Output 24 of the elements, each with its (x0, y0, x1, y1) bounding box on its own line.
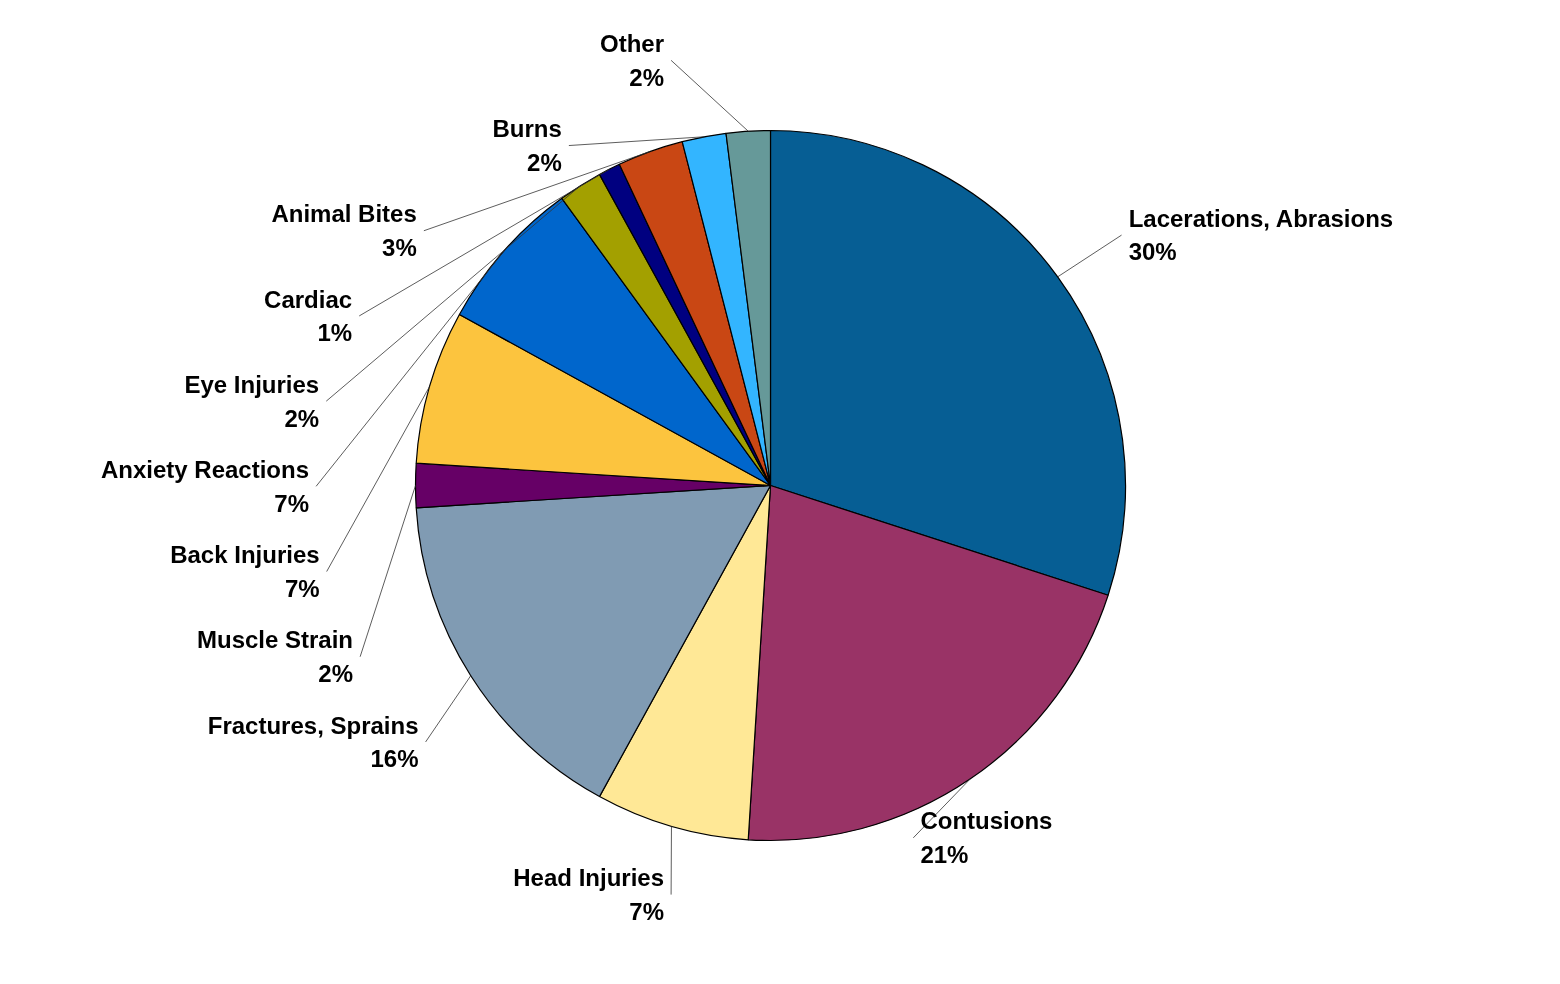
slice-label: Eye Injuries (184, 370, 320, 398)
slice-label: Fractures, Sprains (207, 711, 419, 739)
slice-label: Burns (492, 115, 562, 143)
data-label: 7% (284, 574, 320, 602)
data-label: 2% (318, 660, 354, 688)
data-label: 16% (370, 745, 419, 773)
data-label: 2% (284, 404, 320, 432)
slice-label: Back Injuries (170, 541, 320, 569)
data-label: 30% (1128, 238, 1177, 266)
slice-label: Muscle Strain (196, 626, 354, 654)
slice-label: Head Injuries (513, 864, 664, 892)
slice-label: Anxiety Reactions (100, 455, 310, 483)
data-label: 7% (629, 897, 664, 925)
data-label: 2% (629, 63, 664, 91)
data-label: 1% (317, 319, 353, 347)
data-label: 7% (274, 489, 309, 517)
slice-label: Other (599, 29, 665, 57)
data-label: 21% (920, 841, 969, 869)
slice-label: Cardiac (264, 285, 353, 313)
slice-label: Lacerations, Abrasions (1128, 204, 1394, 232)
slice-label: Contusions (920, 807, 1053, 835)
data-label: 3% (382, 234, 417, 262)
data-label: 2% (527, 148, 562, 176)
slice-label: Animal Bites (271, 200, 417, 228)
